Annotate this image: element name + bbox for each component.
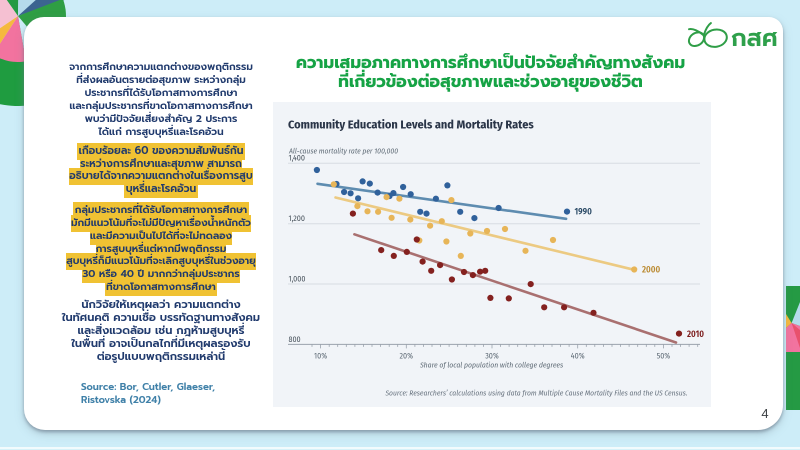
svg-text:1990: 1990: [575, 208, 593, 218]
svg-text:Source: Researchers’ calculati: Source: Researchers’ calculations using …: [384, 389, 687, 398]
svg-text:1,000: 1,000: [289, 275, 306, 284]
svg-text:Community Education Levels and: Community Education Levels and Mortality…: [288, 117, 534, 132]
svg-text:Share of local population with: Share of local population with college d…: [419, 362, 564, 371]
svg-text:1,400: 1,400: [289, 154, 306, 164]
svg-text:10%: 10%: [314, 352, 327, 362]
svg-text:800: 800: [289, 336, 301, 345]
svg-text:30%: 30%: [485, 352, 499, 362]
svg-text:40%: 40%: [571, 352, 585, 362]
svg-text:2010: 2010: [687, 330, 704, 340]
svg-text:All-cause mortality rate per 1: All-cause mortality rate per 100,000: [288, 147, 398, 156]
svg-text:20%: 20%: [400, 352, 414, 362]
svg-text:2000: 2000: [642, 266, 661, 276]
svg-text:50%: 50%: [657, 352, 671, 362]
svg-text:1,200: 1,200: [289, 215, 305, 224]
